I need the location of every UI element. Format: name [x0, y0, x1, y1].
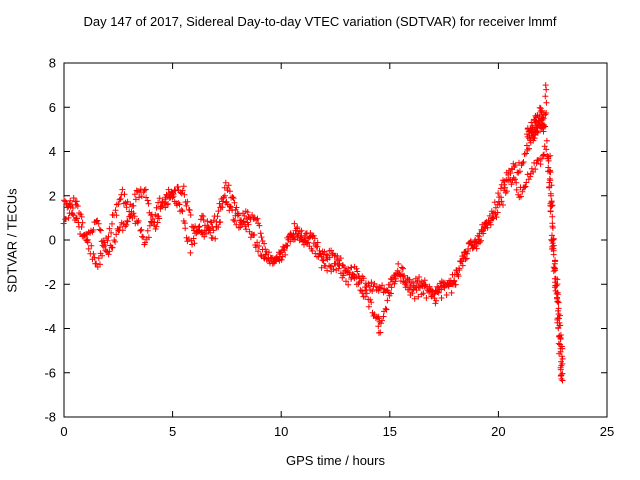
x-tick-label: 15	[383, 424, 397, 439]
y-axis-label: SDTVAR / TECUs	[4, 188, 20, 293]
y-tick-label: 8	[49, 56, 56, 71]
x-tick-label: 20	[491, 424, 505, 439]
y-tick-label: 4	[49, 144, 56, 159]
y-tick-label: -4	[44, 321, 56, 336]
y-tick-label: -8	[44, 410, 56, 425]
x-tick-label: 10	[274, 424, 288, 439]
y-tick-label: 6	[49, 100, 56, 115]
x-tick-label: 5	[169, 424, 176, 439]
x-tick-label: 25	[600, 424, 614, 439]
scatter-series-peak-cluster	[524, 104, 549, 146]
scatter-series-outlier-points	[375, 82, 566, 384]
x-axis-label: GPS time / hours	[286, 453, 385, 468]
x-tick-label: 0	[60, 424, 67, 439]
y-tick-label: 0	[49, 233, 56, 248]
scatter-series-vtec-track-b	[60, 137, 550, 336]
axis-ticks	[63, 62, 608, 418]
y-tick-label: 2	[49, 188, 56, 203]
y-tick-label: -6	[44, 365, 56, 380]
scatter-series-post-peak-descent	[544, 152, 566, 382]
scatter-series-vtec-track-a	[61, 110, 550, 300]
chart-title: Day 147 of 2017, Sidereal Day-to-day VTE…	[83, 14, 557, 29]
y-tick-label: -2	[44, 277, 56, 292]
